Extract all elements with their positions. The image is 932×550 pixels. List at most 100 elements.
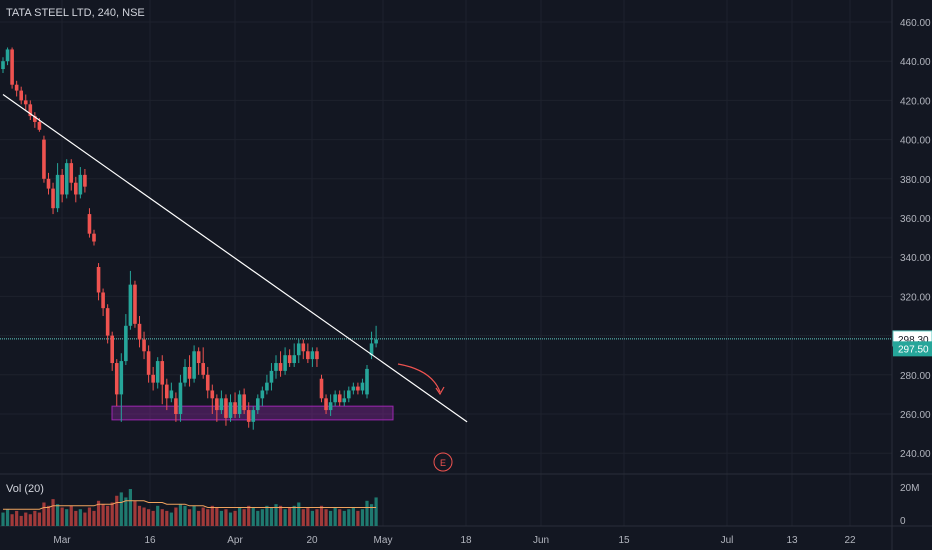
volume-bar	[292, 505, 296, 526]
volume-bar	[297, 502, 301, 526]
volume-bar	[165, 510, 169, 526]
candle-body	[169, 390, 174, 399]
volume-bar	[178, 504, 183, 526]
candle-body	[28, 104, 33, 117]
candle-body	[151, 374, 155, 383]
volume-bar	[28, 514, 32, 526]
volume-bar	[238, 507, 242, 526]
candle-body	[237, 394, 242, 414]
volume-bar	[347, 509, 351, 526]
price-axis-tick: 460.00	[900, 18, 931, 29]
candle-body	[101, 292, 105, 309]
trendline[interactable]	[2, 94, 468, 423]
time-axis-tick: 15	[618, 535, 630, 546]
time-axis-tick: Jul	[721, 535, 734, 546]
volume-bar	[115, 495, 119, 526]
candle-body	[64, 163, 69, 195]
volume-bar	[106, 505, 110, 526]
volume-bar	[274, 504, 278, 526]
candle-body	[160, 361, 165, 385]
volume-bar	[333, 507, 337, 526]
volume-bar	[201, 507, 205, 526]
candle-body	[105, 308, 110, 336]
candle-body	[174, 398, 178, 414]
volume-bar	[92, 510, 96, 526]
volume-bar	[242, 509, 246, 526]
candle-body	[265, 382, 269, 391]
current-price-label: 297.50	[898, 344, 929, 355]
candle-body	[310, 351, 315, 360]
candle-body	[133, 284, 137, 324]
volume-bar	[46, 505, 51, 526]
candle-body	[92, 233, 96, 242]
volume-bar	[56, 504, 60, 526]
candle-body	[315, 351, 319, 360]
candle-body	[55, 174, 60, 209]
candle-body	[46, 178, 51, 189]
candle-body	[96, 267, 101, 293]
candle-body	[256, 398, 260, 411]
candle-body	[87, 214, 92, 234]
volume-bar	[329, 510, 333, 526]
candle-body	[23, 100, 28, 105]
volume-bar	[74, 510, 78, 526]
volume-bar	[369, 504, 374, 526]
candle-body	[165, 384, 169, 399]
current-price-tag	[893, 341, 932, 357]
candle-body	[14, 84, 19, 91]
candle-body	[119, 361, 124, 395]
volume-bar	[206, 509, 210, 526]
candle-body	[51, 188, 55, 209]
candle-body	[356, 386, 360, 391]
candle-body	[251, 410, 256, 422]
event-marker-label: E	[440, 458, 446, 468]
candle-body	[347, 390, 351, 399]
price-axis-tick: 240.00	[900, 449, 931, 460]
volume-bar	[251, 507, 255, 526]
time-axis-tick: Jun	[533, 535, 549, 546]
price-axis-tick: 260.00	[900, 410, 931, 421]
volume-bar	[283, 509, 287, 526]
candle-body	[5, 49, 10, 62]
candle-body	[128, 284, 133, 326]
candle-body	[187, 366, 192, 379]
volume-ma-line	[3, 500, 377, 510]
volume-bar	[342, 510, 346, 526]
candle-body	[246, 410, 251, 422]
volume-bar	[324, 509, 328, 526]
volume-bar	[19, 515, 23, 526]
candle-body	[205, 374, 210, 391]
volume-bar	[156, 505, 160, 526]
candle-body	[274, 363, 278, 371]
volume-axis-tick: 20M	[900, 483, 919, 494]
candle-body	[342, 398, 347, 403]
volume-bar	[374, 497, 378, 526]
price-axis-tick: 440.00	[900, 57, 931, 68]
event-marker-circle[interactable]	[433, 452, 453, 472]
volume-bar	[83, 512, 87, 526]
projection-arrow[interactable]	[397, 363, 441, 393]
candle-body	[114, 363, 119, 395]
time-axis-tick: 13	[786, 535, 798, 546]
volume-bar	[110, 502, 114, 526]
volume-bar	[15, 510, 19, 526]
volume-bar	[219, 510, 223, 526]
volume-bar	[301, 509, 305, 526]
volume-bar	[169, 512, 173, 526]
candle-body	[19, 90, 23, 101]
candle-body	[192, 351, 196, 379]
volume-bar	[183, 505, 187, 526]
candle-body	[137, 323, 142, 340]
volume-bar	[133, 500, 137, 526]
candle-body	[351, 386, 356, 391]
candle-body	[155, 361, 160, 383]
volume-bar	[197, 510, 201, 526]
candle-body	[260, 390, 265, 399]
volume-bar	[215, 507, 219, 526]
candle-body	[283, 355, 287, 371]
volume-bar	[160, 509, 164, 526]
candle-body	[219, 398, 224, 411]
resistance-price-label: 298.30	[898, 335, 929, 346]
